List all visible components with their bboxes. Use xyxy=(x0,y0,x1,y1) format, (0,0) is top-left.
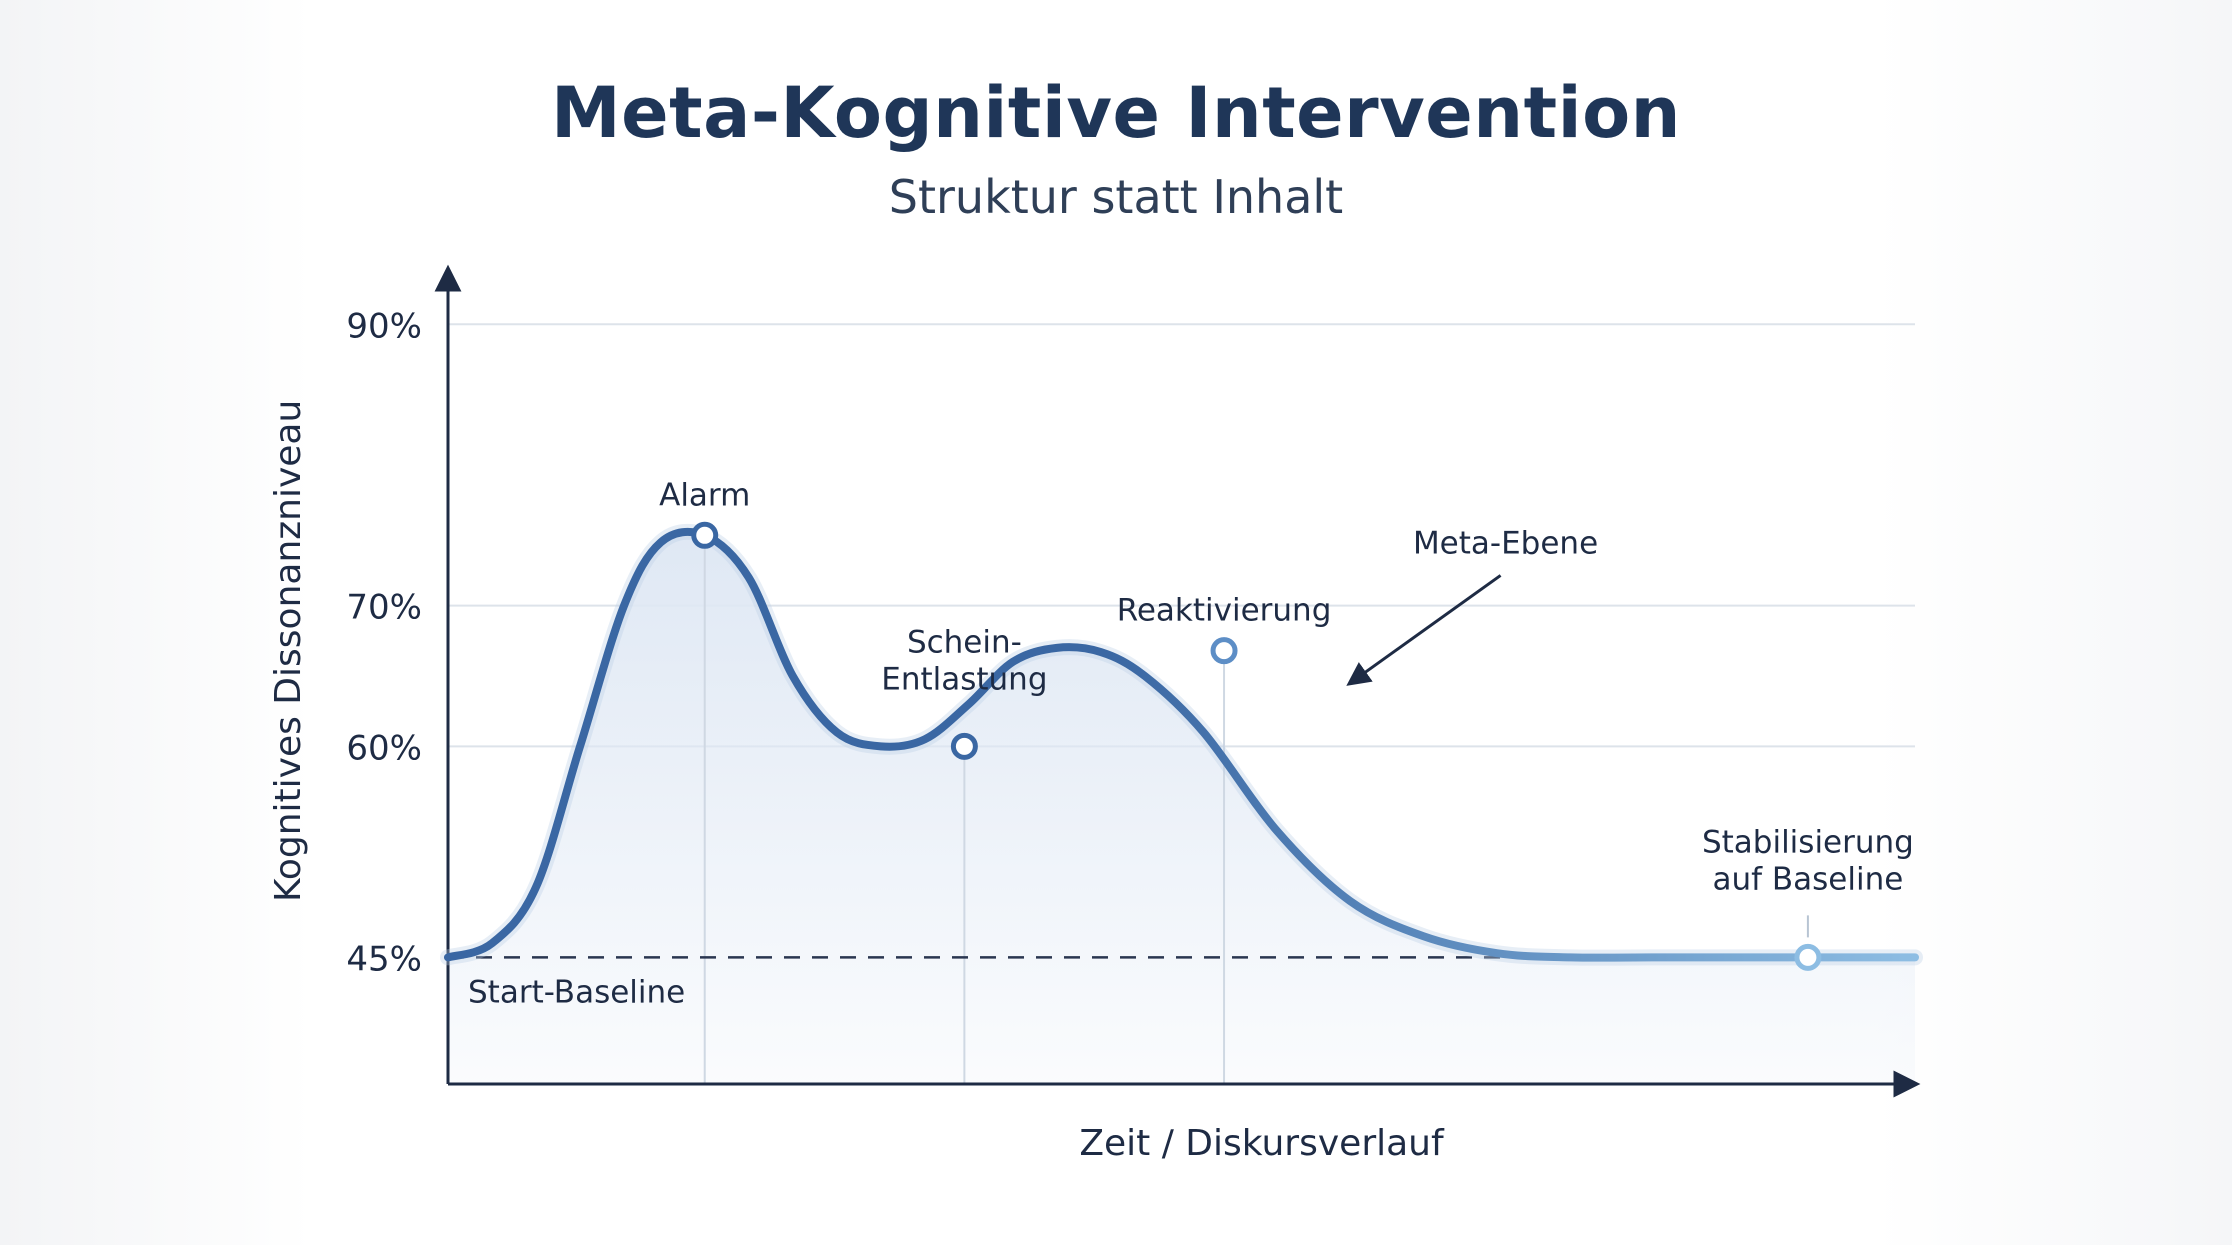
point-label: Reaktivierung xyxy=(1117,593,1332,629)
point-label: Alarm xyxy=(659,477,750,513)
data-point xyxy=(950,732,978,760)
area-fill xyxy=(448,531,1915,1084)
data-point xyxy=(1794,943,1822,971)
chart-title: Meta-Kognitive Intervention xyxy=(550,72,1681,154)
y-tick-label: 70% xyxy=(346,588,422,628)
baseline-label: Start-Baseline xyxy=(468,974,685,1010)
point-label: Schein-Entlastung xyxy=(881,624,1047,697)
line-layer xyxy=(440,523,1923,966)
y-tick-label: 60% xyxy=(346,728,422,768)
label-layer: Alarm Schein-Entlastung Reaktivierung Stabi… xyxy=(659,477,1914,897)
data-point xyxy=(1210,637,1238,665)
area-fill-layer xyxy=(448,531,1915,1084)
y-tick-label: 45% xyxy=(346,939,422,979)
y-tick-label: 90% xyxy=(346,306,422,346)
annotation-arrow xyxy=(1346,574,1502,686)
chart-subtitle: Struktur statt Inhalt xyxy=(888,170,1344,224)
point-layer xyxy=(691,521,1822,971)
baseline-layer: Start-Baseline xyxy=(448,956,1915,1010)
x-axis-label: Zeit / Diskursverlauf xyxy=(1079,1123,1445,1164)
point-label: Stabilisierung auf Baseline xyxy=(1702,824,1914,897)
data-point xyxy=(691,521,719,549)
series-line xyxy=(444,527,1919,962)
guide-layer xyxy=(703,535,1809,1084)
axis-layer: Zeit / Diskursverlauf Kognitives Dissonan… xyxy=(268,264,1921,1164)
y-axis-label: Kognitives Dissonanzniveau xyxy=(268,400,309,902)
annotation-label: Meta-Ebene xyxy=(1413,525,1598,561)
